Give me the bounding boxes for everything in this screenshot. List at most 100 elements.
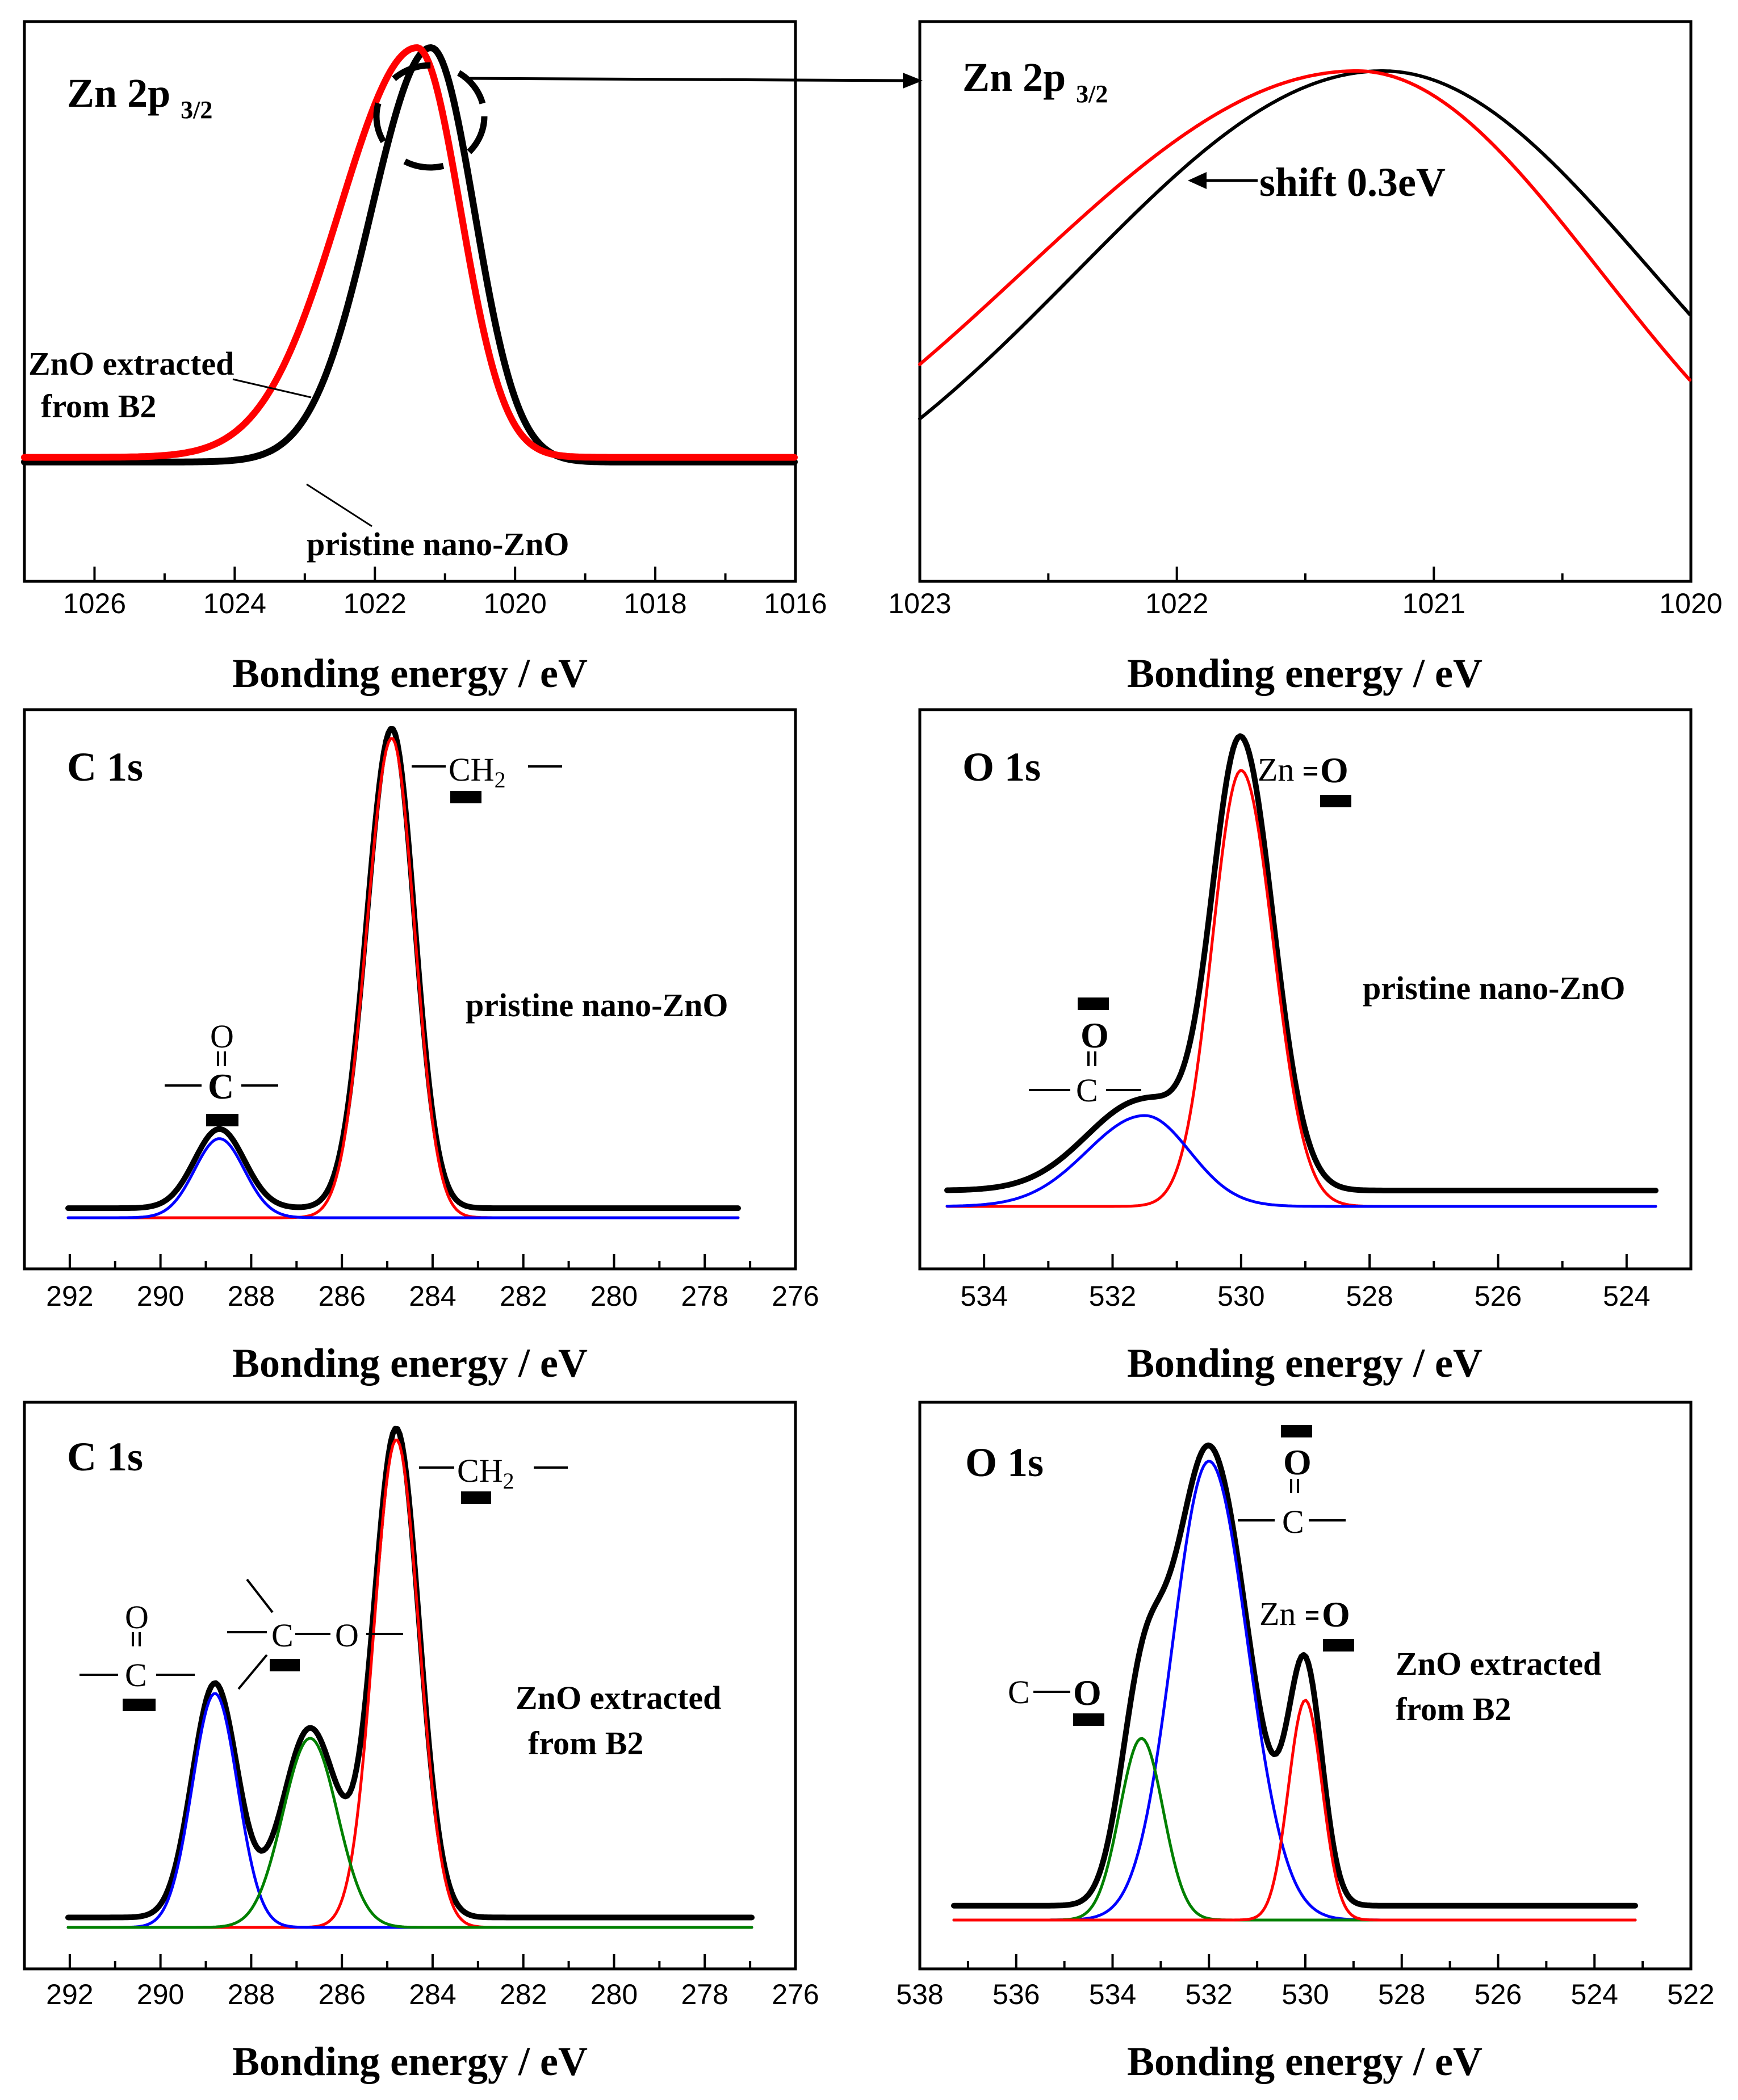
carbon-symbol: CH2 — [449, 751, 506, 793]
x-ticks: 292 290 288 286 284 282 280 278 276 — [23, 1954, 819, 2010]
highlight-bar — [123, 1699, 156, 1711]
highlight-bar — [270, 1659, 300, 1671]
curves — [918, 69, 1691, 421]
oxygen-symbol: O — [210, 1018, 234, 1055]
oxygen-symbol: O — [1073, 1673, 1102, 1713]
x-tick-label: 284 — [409, 1979, 456, 2010]
panel-title: C 1s — [67, 744, 143, 790]
x-tick-label: 286 — [318, 1979, 365, 2010]
oxygen-symbol: O — [335, 1617, 359, 1654]
curves — [65, 1426, 755, 1929]
x-axis-label: Bonding energy / eV — [1127, 2039, 1482, 2084]
curves — [21, 44, 798, 466]
oxygen-symbol: O — [1322, 1594, 1350, 1634]
x-tick-label: 276 — [772, 1979, 819, 2010]
panel-c1s-pristine: 292 290 288 286 284 282 280 278 276 C 1s pristin… — [23, 708, 819, 1386]
x-tick-label: 290 — [137, 1979, 184, 2010]
carbon-symbol: C — [208, 1066, 234, 1106]
x-tick-label: 528 — [1378, 1979, 1425, 2010]
x-tick-label: 530 — [1217, 1280, 1264, 1312]
zinc-symbol: Zn — [1259, 1595, 1296, 1632]
x-tick-label: 280 — [590, 1280, 638, 1312]
plot-frame — [23, 20, 797, 583]
x-tick-label: 1024 — [203, 588, 266, 619]
highlight-bar — [206, 1114, 238, 1126]
x-tick-label: 284 — [409, 1280, 456, 1312]
x-axis-label: Bonding energy / eV — [1127, 1340, 1482, 1386]
sample-label: pristine nano-ZnO — [1363, 970, 1626, 1007]
x-tick-label: 524 — [1571, 1979, 1618, 2010]
x-tick-label: 534 — [1089, 1979, 1136, 2010]
zinc-symbol: Zn — [1258, 751, 1294, 788]
x-tick-label: 1023 — [888, 588, 951, 619]
panel-zn-survey: 1026 1024 1022 1020 1018 1016 Zn 2p 3/2 ZnO e… — [21, 20, 923, 696]
x-tick-label: 1020 — [484, 588, 547, 619]
carbon-symbol: C — [1282, 1503, 1304, 1540]
panel-c1s-extracted: 292 290 288 286 284 282 280 278 276 C 1s ZnO ext… — [23, 1401, 819, 2084]
oxygen-symbol: O — [125, 1599, 149, 1636]
x-tick-label: 292 — [46, 1280, 93, 1312]
oxygen-symbol: O — [1081, 1015, 1109, 1055]
series-line-c-o — [66, 1737, 753, 1929]
x-tick-label: 286 — [318, 1280, 365, 1312]
x-tick-label: 1016 — [764, 588, 827, 619]
x-tick-label: 282 — [500, 1280, 547, 1312]
x-axis-label: Bonding energy / eV — [1127, 651, 1482, 696]
x-tick-label: 280 — [590, 1979, 638, 2010]
series-line-pristine-nano-zno — [918, 69, 1691, 421]
arrowhead-icon — [1188, 172, 1207, 189]
plot-frame — [918, 1401, 1693, 1971]
highlight-bar — [1078, 997, 1109, 1010]
leader-line — [306, 483, 372, 527]
x-tick-label: 528 — [1346, 1280, 1393, 1312]
x-tick-label: 282 — [500, 1979, 547, 2010]
sample-label-2: from B2 — [1396, 1691, 1511, 1728]
x-tick-label: 290 — [137, 1280, 184, 1312]
zoom-region-marker — [373, 62, 488, 171]
x-tick-label: 532 — [1089, 1280, 1136, 1312]
series-line-total — [65, 1426, 755, 1921]
x-tick-label: 1021 — [1402, 588, 1465, 619]
label-extracted-2: from B2 — [41, 388, 157, 425]
x-tick-label: 1026 — [63, 588, 126, 619]
highlight-bar — [1073, 1713, 1104, 1726]
series-line-total — [944, 733, 1659, 1193]
sample-label: ZnO extracted — [1396, 1645, 1601, 1682]
carbon-symbol: CH2 — [457, 1452, 514, 1494]
panel-title: C 1s — [67, 1434, 143, 1479]
carbon-symbol: C — [125, 1657, 147, 1694]
x-tick-label: 288 — [228, 1979, 275, 2010]
panel-title: O 1s — [965, 1440, 1044, 1485]
carbon-symbol: C — [271, 1617, 294, 1654]
sample-label-2: from B2 — [528, 1725, 644, 1762]
x-ticks: 1023 1022 1021 1020 — [888, 567, 1723, 619]
bond-line — [237, 1654, 268, 1690]
leader-line — [232, 378, 312, 399]
series-line-zno-extracted-from-b2 — [21, 44, 798, 461]
x-axis-label: Bonding energy / eV — [232, 651, 588, 696]
x-tick-label: 538 — [896, 1979, 943, 2010]
plot-frame — [918, 20, 1693, 583]
panel-zn-zoom: 1023 1022 1021 1020 Zn 2p 3/2 shift 0.3eV B… — [888, 20, 1723, 696]
x-tick-label: 1020 — [1659, 588, 1722, 619]
x-ticks: 292 290 288 286 284 282 280 278 276 — [23, 1254, 819, 1312]
x-tick-label: 1022 — [1145, 588, 1208, 619]
sample-label: pristine nano-ZnO — [466, 987, 728, 1024]
x-ticks: 538 536 534 532 530 528 526 524 522 — [896, 1954, 1715, 2010]
series-line-total — [951, 1442, 1638, 1909]
panel-title: Zn 2p 3/2 — [962, 55, 1108, 108]
x-tick-label: 288 — [228, 1280, 275, 1312]
x-tick-label: 292 — [46, 1979, 93, 2010]
plot-frame — [23, 708, 797, 1271]
panel-o1s-extracted: 538 536 534 532 530 528 526 524 522 O 1s ZnO ext… — [896, 1401, 1715, 2084]
panel-title: O 1s — [962, 744, 1041, 790]
x-tick-label: 276 — [772, 1280, 819, 1312]
x-tick-label: 522 — [1667, 1979, 1714, 2010]
x-tick-label: 526 — [1475, 1979, 1522, 2010]
x-tick-label: 532 — [1186, 1979, 1233, 2010]
x-tick-label: 530 — [1281, 1979, 1329, 2010]
curves — [951, 1442, 1638, 1922]
series-line-zno-extracted-from-b2 — [918, 69, 1691, 382]
label-pristine: pristine nano-ZnO — [307, 526, 569, 563]
